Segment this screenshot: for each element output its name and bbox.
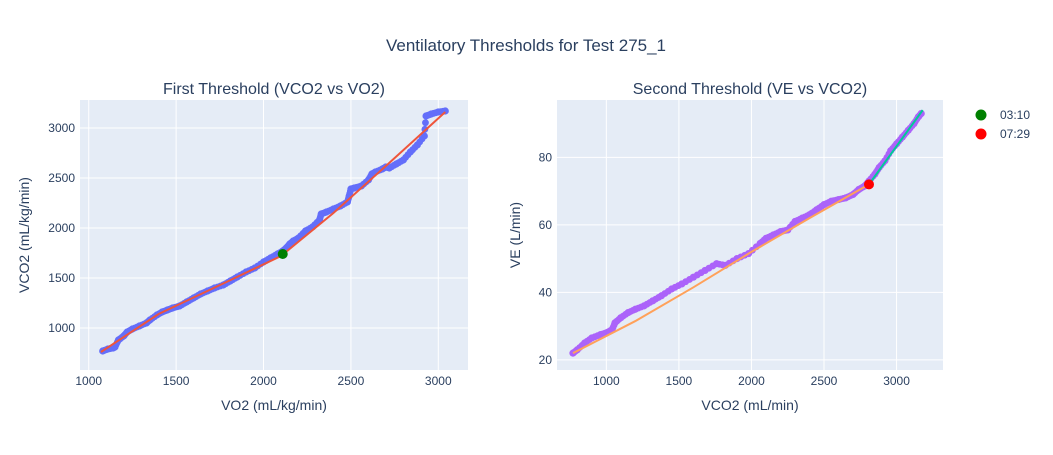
fit-line <box>868 109 924 185</box>
y-tick-label: 1500 <box>48 271 75 285</box>
y-axis-label: VCO2 (mL/kg/min) <box>16 177 32 293</box>
fit-line <box>572 183 870 355</box>
figure-title: Ventilatory Thresholds for Test 275_1 <box>386 36 666 55</box>
x-tick-label: 1000 <box>593 374 620 388</box>
y-tick-label: 20 <box>539 353 553 367</box>
x-tick-label: 2000 <box>738 374 765 388</box>
plot-area <box>557 100 943 370</box>
data-point <box>422 119 429 127</box>
legend-item[interactable]: 07:29 <box>975 127 1031 141</box>
x-tick-label: 2500 <box>338 374 365 388</box>
x-tick-label: 2500 <box>811 374 838 388</box>
x-tick-label: 1000 <box>75 374 102 388</box>
y-tick-label: 2000 <box>48 221 75 235</box>
threshold-marker <box>277 249 288 259</box>
panel-title: First Threshold (VCO2 vs VO2) <box>163 81 385 98</box>
legend-item[interactable]: 03:10 <box>975 108 1031 122</box>
x-tick-label: 3000 <box>883 374 910 388</box>
y-tick-label: 80 <box>539 150 553 164</box>
second-threshold-panel: Second Threshold (VE vs VCO2) VCO2 (mL/m… <box>507 81 943 413</box>
x-tick-label: 3000 <box>425 374 452 388</box>
x-axis-label: VCO2 (mL/min) <box>701 397 798 413</box>
legend: 03:10 07:29 <box>975 108 1031 141</box>
y-tick-label: 2500 <box>48 171 75 185</box>
legend-label: 03:10 <box>1000 108 1030 122</box>
legend-swatch-icon <box>975 128 987 140</box>
x-tick-label: 2000 <box>250 374 277 388</box>
legend-swatch-icon <box>975 109 987 121</box>
panel-title: Second Threshold (VE vs VCO2) <box>633 81 867 98</box>
x-tick-label: 1500 <box>666 374 693 388</box>
y-tick-label: 1000 <box>48 321 75 335</box>
y-axis-label: VE (L/min) <box>507 202 523 268</box>
legend-label: 07:29 <box>1000 127 1030 141</box>
first-threshold-panel: First Threshold (VCO2 vs VO2) VO2 (mL/kg… <box>16 81 468 413</box>
y-tick-label: 60 <box>539 218 553 232</box>
threshold-marker <box>863 179 874 190</box>
x-tick-label: 1500 <box>163 374 190 388</box>
data-point <box>420 132 428 140</box>
x-axis-label: VO2 (mL/kg/min) <box>221 397 327 413</box>
y-tick-label: 40 <box>539 285 553 299</box>
y-tick-label: 3000 <box>48 121 75 135</box>
